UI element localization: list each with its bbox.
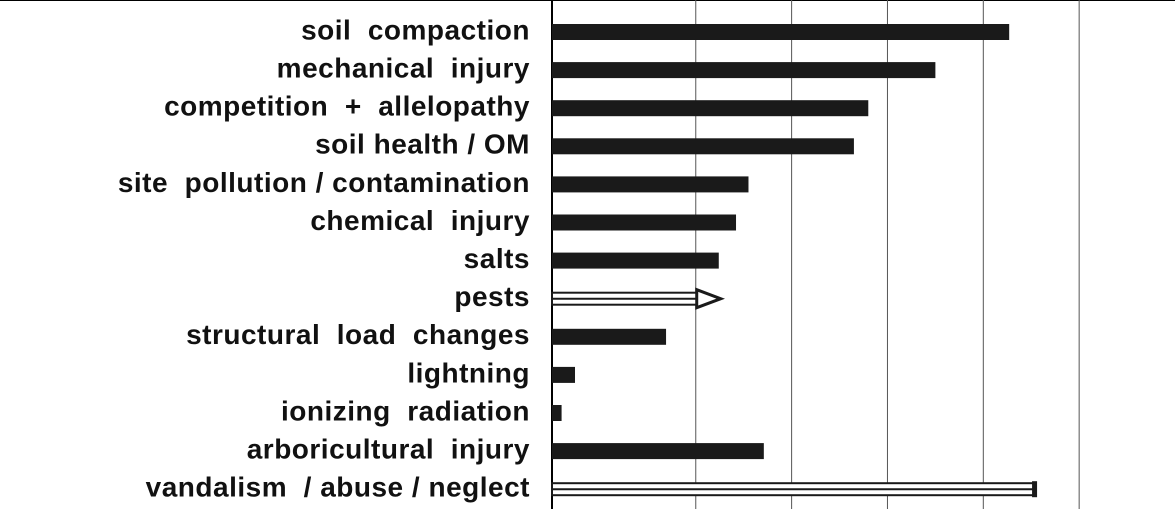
bar-arrow xyxy=(695,287,726,310)
y-tick-label: salts xyxy=(464,243,530,274)
y-tick-label: chemical injury xyxy=(310,205,530,236)
bar xyxy=(552,366,576,383)
y-tick-label: arboricultural injury xyxy=(247,433,530,464)
bar xyxy=(552,62,936,79)
y-tick-label: site pollution / contamination xyxy=(118,167,530,198)
bar-cap xyxy=(1032,481,1038,498)
bar xyxy=(552,24,1010,40)
bar xyxy=(552,328,667,345)
bar xyxy=(552,214,737,231)
bar xyxy=(552,443,764,460)
y-tick-label: ionizing radiation xyxy=(281,395,530,426)
y-tick-label: soil compaction xyxy=(301,14,530,45)
bar xyxy=(552,405,562,421)
bar xyxy=(552,176,749,193)
bar xyxy=(552,252,719,269)
y-tick-label: vandalism / abuse / neglect xyxy=(146,472,530,503)
y-tick-label: competition + allelopathy xyxy=(164,91,530,122)
y-tick-label: mechanical injury xyxy=(277,52,530,83)
y-tick-label: soil health / OM xyxy=(315,129,530,160)
y-tick-label: lightning xyxy=(407,357,530,388)
y-tick-label: structural load changes xyxy=(186,319,530,350)
bar xyxy=(552,138,854,155)
y-tick-label: pests xyxy=(454,281,530,312)
bar xyxy=(552,100,869,117)
